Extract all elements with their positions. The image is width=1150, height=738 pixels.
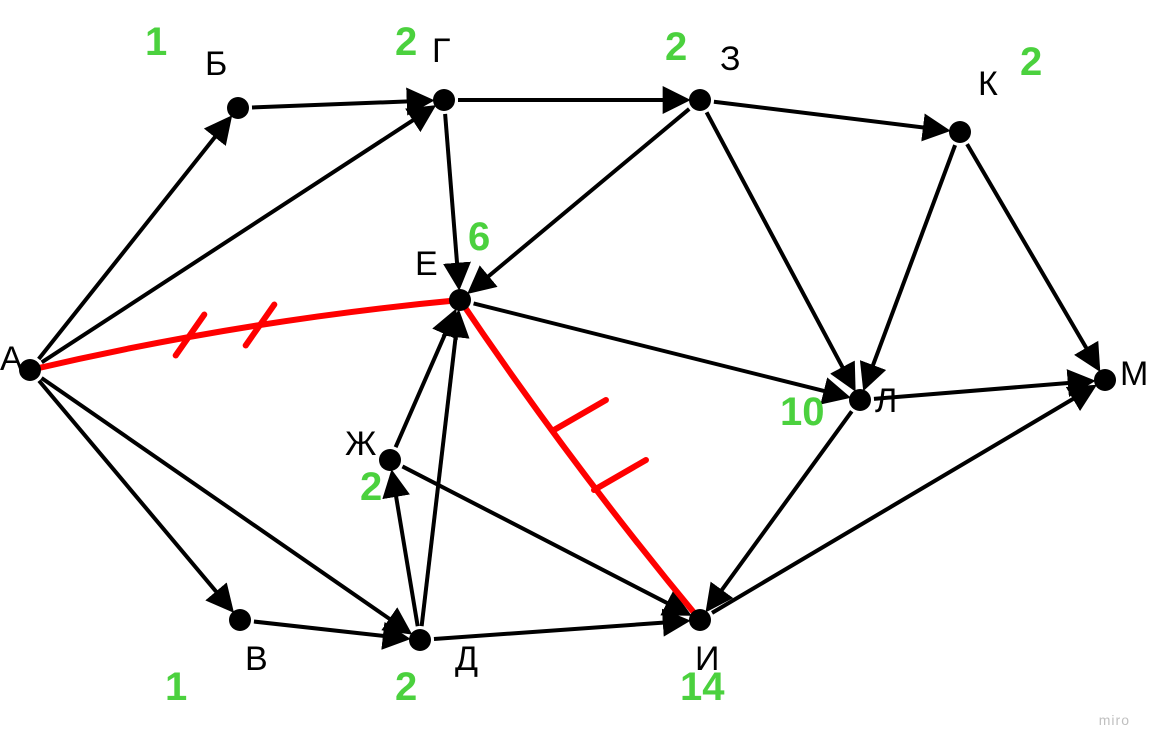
node-label-M: М xyxy=(1120,355,1148,393)
annotation-I: 14 xyxy=(680,665,725,709)
highlight-edge-A-E xyxy=(30,300,460,370)
node-label-G: Г xyxy=(432,32,450,70)
edge-A-G xyxy=(42,108,433,363)
node-label-Zh: Ж xyxy=(345,425,376,463)
annotation-E: 6 xyxy=(468,215,490,259)
node-V xyxy=(229,609,251,631)
edge-A-V xyxy=(39,381,231,610)
edge-Z-E xyxy=(471,109,689,291)
annotation-K: 2 xyxy=(1020,40,1042,84)
annotations-layer: 1 2 2 2 6 10 2 1 2 14 xyxy=(145,20,1042,709)
node-label-V: В xyxy=(245,640,268,678)
node-label-B: Б xyxy=(205,45,227,83)
edge-I-M xyxy=(712,387,1093,613)
node-label-Z: З xyxy=(720,40,741,78)
annotation-Zh: 2 xyxy=(360,465,382,509)
nodes-layer xyxy=(19,89,1116,651)
edge-A-D xyxy=(42,378,409,632)
node-label-L: Л xyxy=(875,382,897,420)
highlight-tick-2 xyxy=(554,400,606,430)
edge-K-M xyxy=(967,144,1098,368)
node-labels-layer: АБГЗКЕЛМЖВДИ xyxy=(0,32,1148,678)
edge-Z-K xyxy=(714,102,946,131)
node-E xyxy=(449,289,471,311)
node-G xyxy=(433,89,455,111)
annotation-B: 1 xyxy=(145,20,167,64)
node-K xyxy=(949,121,971,143)
edge-L-I xyxy=(708,411,852,608)
node-label-A: А xyxy=(0,340,23,378)
edge-Z-L xyxy=(707,112,854,387)
node-M xyxy=(1094,369,1116,391)
edge-D-E xyxy=(422,314,459,626)
node-label-D: Д xyxy=(455,640,478,678)
node-B xyxy=(227,97,249,119)
node-D xyxy=(409,629,431,651)
graph-diagram: АБГЗКЕЛМЖВДИ 122261021214 xyxy=(0,0,1150,738)
edge-L-M xyxy=(874,381,1091,399)
edge-G-E xyxy=(445,114,459,286)
annotation-D: 2 xyxy=(395,665,417,709)
annotation-V: 1 xyxy=(165,665,187,709)
edge-Zh-I xyxy=(402,466,687,613)
edges-layer xyxy=(39,100,1098,639)
node-Zh xyxy=(379,449,401,471)
edge-V-D xyxy=(254,622,406,639)
node-Z xyxy=(689,89,711,111)
edge-K-L xyxy=(865,145,955,387)
edge-D-Zh xyxy=(392,474,417,626)
node-label-K: К xyxy=(978,65,998,103)
edge-D-I xyxy=(434,621,686,639)
annotation-Z: 2 xyxy=(665,25,687,69)
node-I xyxy=(689,609,711,631)
annotation-G: 2 xyxy=(395,20,417,64)
annotation-L: 10 xyxy=(780,390,825,434)
node-label-E: Е xyxy=(415,245,438,283)
highlight-tick-3 xyxy=(594,460,646,490)
highlight-edge-E-I xyxy=(460,300,700,620)
node-L xyxy=(849,389,871,411)
watermark: miro xyxy=(1099,712,1130,728)
edge-E-L xyxy=(474,303,847,396)
edge-B-G xyxy=(252,101,430,108)
